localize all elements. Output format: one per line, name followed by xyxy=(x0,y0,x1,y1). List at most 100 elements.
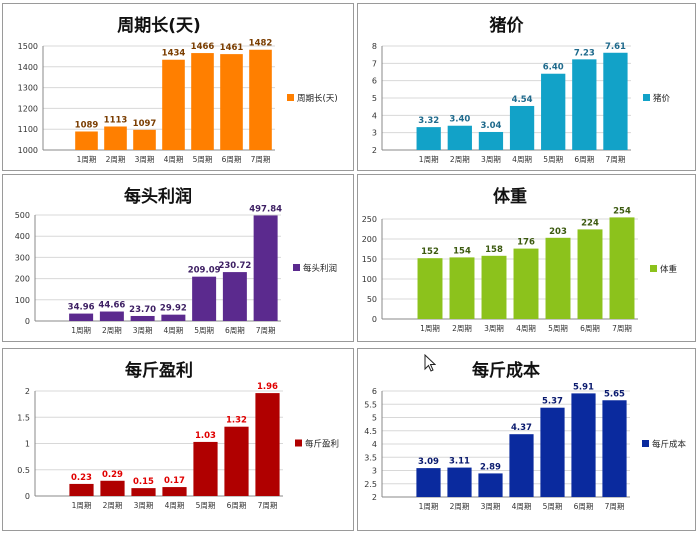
data-label: 224 xyxy=(581,218,599,228)
x-tick-label: 7周期 xyxy=(605,502,625,511)
y-tick-label: 250 xyxy=(362,215,377,224)
x-tick-label: 5周期 xyxy=(543,502,563,511)
y-tick-label: 4 xyxy=(372,111,377,120)
bar xyxy=(416,127,441,150)
x-tick-label: 5周期 xyxy=(194,326,214,335)
bar xyxy=(131,488,156,496)
y-tick-label: 7 xyxy=(372,59,377,68)
chart-title: 每斤盈利 xyxy=(125,360,193,381)
bar xyxy=(609,217,635,319)
x-tick-label: 3周期 xyxy=(481,502,501,511)
y-tick-label: 2.5 xyxy=(364,480,377,489)
y-tick-label: 2 xyxy=(25,387,30,396)
x-tick-label: 7周期 xyxy=(256,326,276,335)
x-tick-label: 3周期 xyxy=(134,501,154,510)
x-tick-label: 2周期 xyxy=(103,501,123,510)
data-label: 0.23 xyxy=(71,473,92,483)
y-tick-label: 3 xyxy=(372,129,377,138)
data-label: 1113 xyxy=(104,115,128,125)
y-tick-label: 500 xyxy=(15,211,30,220)
x-tick-label: 4周期 xyxy=(512,502,532,511)
bar xyxy=(447,125,472,150)
y-tick-label: 4 xyxy=(372,440,377,449)
bar xyxy=(249,49,272,150)
data-label: 34.96 xyxy=(68,303,95,313)
legend-label: 猪价 xyxy=(653,93,671,104)
x-tick-label: 2周期 xyxy=(106,155,126,164)
x-tick-label: 3周期 xyxy=(133,326,153,335)
chart-panel-4: 体重 0 50 100 150 200 250 152 1周期 154 2周期 158 3周期 176 4周… xyxy=(357,174,696,342)
legend-swatch xyxy=(642,440,649,447)
chart-svg: 每斤盈利 0 0.5 1 1.5 2 0.23 1周期 0.29 2周期 0.15 3周期 0.17 4周… xyxy=(17,360,339,510)
bar xyxy=(192,276,217,321)
data-label: 1097 xyxy=(133,119,157,129)
data-label: 1.32 xyxy=(226,416,247,426)
x-tick-label: 6周期 xyxy=(222,155,242,164)
bar xyxy=(191,53,214,150)
chart-panel-5: 每斤盈利 0 0.5 1 1.5 2 0.23 1周期 0.29 2周期 0.15 3周期 0.17 4周… xyxy=(2,348,354,531)
bar xyxy=(104,126,127,150)
mouse-cursor-icon xyxy=(424,353,437,376)
x-tick-label: 5周期 xyxy=(196,501,216,510)
chart-title: 每斤成本 xyxy=(472,360,540,381)
y-tick-label: 1500 xyxy=(18,42,38,51)
chart-title: 周期长(天) xyxy=(117,15,201,36)
legend-label: 每斤盈利 xyxy=(305,439,339,450)
legend-label: 每头利润 xyxy=(303,263,337,274)
y-tick-label: 200 xyxy=(362,235,377,244)
x-tick-label: 4周期 xyxy=(164,155,184,164)
data-label: 3.32 xyxy=(418,116,439,126)
y-tick-label: 3.5 xyxy=(364,453,377,462)
bar xyxy=(481,255,507,319)
bar xyxy=(447,467,472,497)
data-label: 0.17 xyxy=(164,476,185,486)
bar xyxy=(416,468,441,497)
x-tick-label: 4周期 xyxy=(516,324,536,333)
y-tick-label: 1.5 xyxy=(17,413,30,422)
x-tick-label: 5周期 xyxy=(548,324,568,333)
data-label: 5.91 xyxy=(573,382,594,392)
bar xyxy=(572,59,597,151)
legend-swatch xyxy=(295,439,302,447)
y-tick-label: 400 xyxy=(15,232,30,241)
chart-panel-6: 每斤成本 2 2.5 3 3.5 4 4.5 5 5.5 6 3.09 1周期 3.11 2周期 2.89 3… xyxy=(357,348,696,531)
x-tick-label: 6周期 xyxy=(225,326,245,335)
bar xyxy=(602,400,627,497)
bar xyxy=(571,393,596,497)
bar xyxy=(545,237,571,319)
x-tick-label: 3周期 xyxy=(481,155,501,164)
y-tick-label: 1400 xyxy=(18,63,38,72)
data-label: 0.29 xyxy=(102,470,123,480)
bar xyxy=(161,314,186,321)
chart-svg: 猪价 2 3 4 5 6 7 8 3.32 1周期 3.40 2周期 3.04 3周期 4.54 4周期 6.4… xyxy=(372,15,671,164)
data-label: 254 xyxy=(613,206,631,216)
data-label: 230.72 xyxy=(218,261,251,271)
y-tick-label: 200 xyxy=(15,275,30,284)
x-tick-label: 3周期 xyxy=(135,155,155,164)
data-label: 176 xyxy=(517,238,535,248)
y-tick-label: 0 xyxy=(25,492,30,501)
data-label: 4.54 xyxy=(512,95,533,105)
data-label: 1.96 xyxy=(257,382,278,392)
bar xyxy=(449,257,475,319)
x-tick-label: 2周期 xyxy=(452,324,472,333)
data-label: 203 xyxy=(549,227,567,237)
chart-panel-1: 周期长(天) 1000 1100 1200 1300 1400 1500 1089 1周期 111… xyxy=(2,3,354,171)
chart-svg: 周期长(天) 1000 1100 1200 1300 1400 1500 1089 1周期 111… xyxy=(18,15,338,164)
chart-title: 体重 xyxy=(493,186,527,207)
data-label: 7.61 xyxy=(605,42,626,52)
y-tick-label: 1 xyxy=(25,440,30,449)
y-tick-label: 3 xyxy=(372,467,377,476)
x-tick-label: 6周期 xyxy=(227,501,247,510)
y-tick-label: 0.5 xyxy=(17,466,30,475)
x-tick-label: 6周期 xyxy=(580,324,600,333)
x-tick-label: 1周期 xyxy=(71,326,91,335)
legend-swatch xyxy=(650,265,657,272)
y-tick-label: 2 xyxy=(372,493,377,502)
bar xyxy=(222,272,247,321)
bar xyxy=(69,313,94,321)
data-label: 1482 xyxy=(249,39,273,49)
data-label: 29.92 xyxy=(160,304,187,314)
data-label: 1089 xyxy=(75,120,99,130)
x-tick-label: 5周期 xyxy=(193,155,213,164)
